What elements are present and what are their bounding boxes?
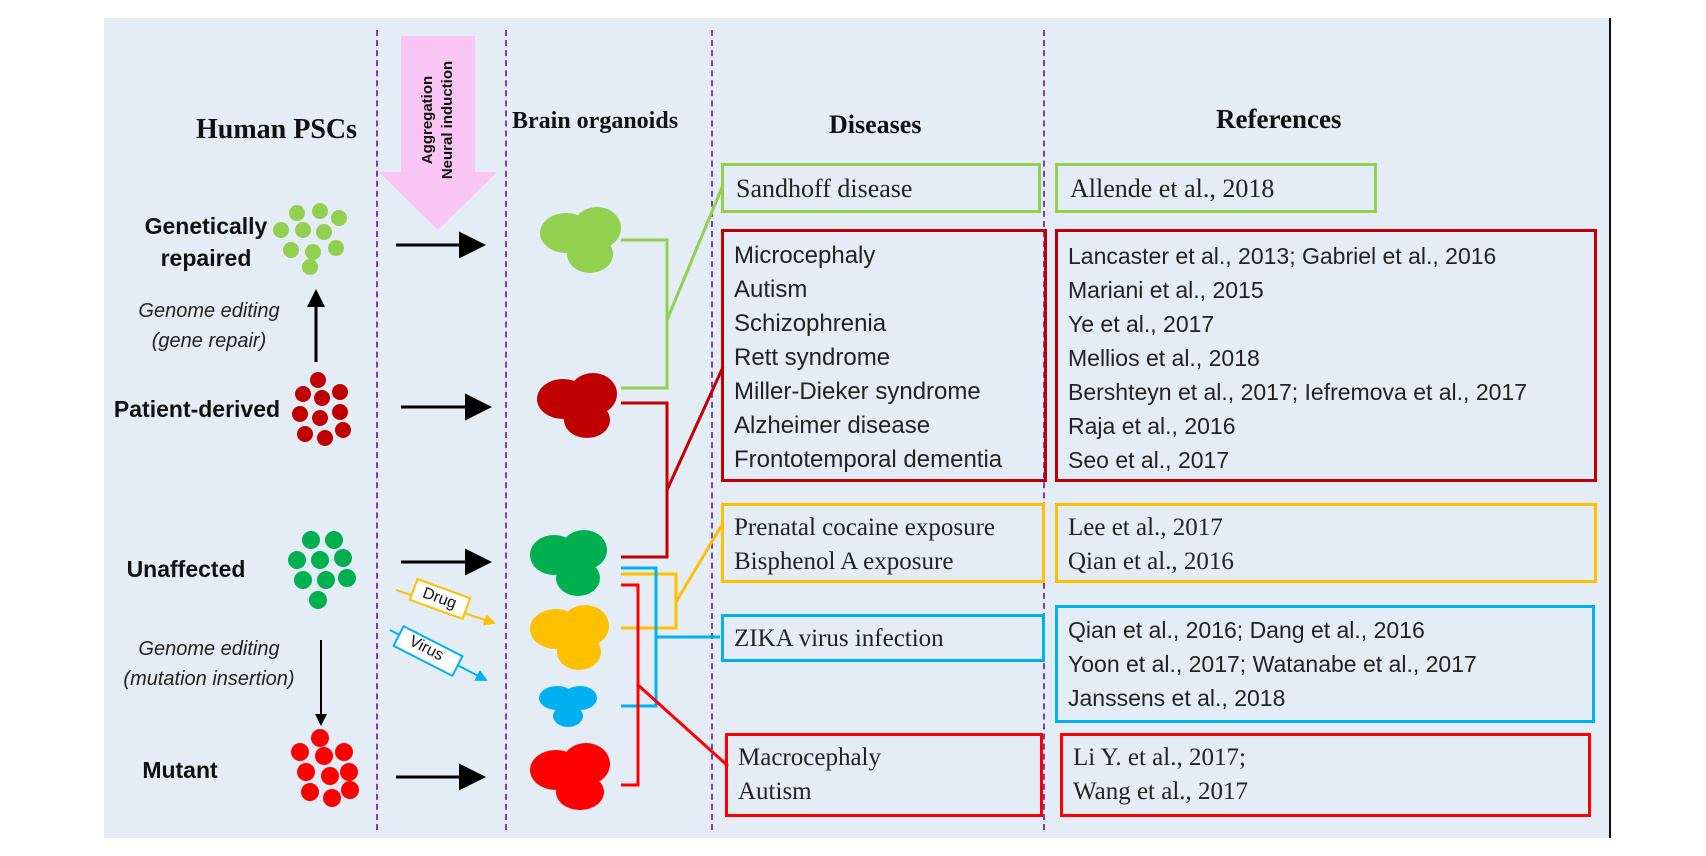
header-diseases: Diseases (829, 110, 922, 139)
reference-item: Wang et al., 2017 (1073, 778, 1249, 805)
cell-cluster-genetically-repaired (273, 203, 347, 275)
header-references: References (1216, 104, 1342, 134)
disease-item: Frontotemporal dementia (734, 446, 1003, 473)
reference-item: Mellios et al., 2018 (1068, 345, 1260, 371)
connector-dark-red (621, 366, 725, 559)
disease-item: Microcephaly (734, 242, 876, 269)
process-line-1: Aggregation (419, 75, 436, 165)
reference-item: Bershteyn et al., 2017; Iefremova et al.… (1068, 379, 1528, 405)
disease-item: Autism (738, 778, 812, 805)
row-label-genetically-repaired: Genetically repaired (144, 213, 268, 271)
disease-box-patient: Microcephaly Autism Schizophrenia Rett s… (721, 229, 1047, 482)
disease-box-mutant: Macrocephaly Autism (725, 733, 1043, 817)
disease-item: Schizophrenia (734, 310, 887, 337)
disease-item: Sandhoff disease (736, 174, 913, 203)
connector-yellow (621, 522, 725, 630)
label-gene-repair: Genome editing (gene repair) (138, 300, 280, 352)
connector-red (621, 583, 730, 787)
organoid-light-green (540, 207, 621, 273)
disease-item: ZIKA virus infection (734, 625, 944, 652)
disease-item: Alzheimer disease (734, 412, 931, 439)
cell-cluster-unaffected (288, 531, 356, 609)
organoid-blue (539, 686, 597, 727)
reference-item: Mariani et al., 2015 (1068, 277, 1264, 303)
connector-blue (621, 566, 720, 708)
disease-item: Autism (734, 276, 808, 303)
organoid-dark-red (537, 373, 617, 438)
connector-light-green (621, 184, 725, 390)
organoid-green (530, 530, 607, 596)
reference-box-exposure: Lee et al., 2017 Qian et al., 2016 (1055, 503, 1597, 583)
cell-cluster-mutant (291, 729, 359, 807)
disease-item: Prenatal cocaine exposure (734, 514, 995, 541)
disease-item: Miller-Dieker syndrome (734, 378, 981, 405)
header-human-pscs: Human PSCs (196, 114, 358, 145)
right-edge-line (1609, 18, 1611, 838)
reference-item: Raja et al., 2016 (1068, 413, 1236, 439)
reference-item: Yoon et al., 2017; Watanabe et al., 2017 (1068, 651, 1477, 677)
row-label-mutant: Mutant (142, 757, 218, 783)
row-label-unaffected: Unaffected (126, 556, 246, 582)
disease-item: Rett syndrome (734, 344, 891, 371)
organoid-yellow (530, 605, 609, 670)
process-arrow-label: Aggregation Neural induction (418, 40, 458, 200)
disease-box-exposure: Prenatal cocaine exposure Bisphenol A ex… (721, 503, 1045, 583)
reference-item: Ye et al., 2017 (1068, 311, 1215, 337)
drug-tag (408, 577, 472, 621)
reference-item: Qian et al., 2016; Dang et al., 2016 (1068, 617, 1425, 643)
virus-tag (392, 624, 464, 678)
reference-item: Allende et al., 2018 (1070, 174, 1275, 203)
disease-item: Macrocephaly (738, 744, 881, 771)
column-divider (376, 30, 378, 830)
reference-item: Qian et al., 2016 (1068, 548, 1234, 575)
reference-box-zika: Qian et al., 2016; Dang et al., 2016 Yoo… (1055, 605, 1595, 723)
column-divider (505, 30, 507, 830)
reference-box-patient: Lancaster et al., 2013; Gabriel et al., … (1055, 229, 1597, 482)
label-mutation-insertion: Genome editing (mutation insertion) (123, 638, 295, 690)
reference-item: Janssens et al., 2018 (1068, 685, 1286, 711)
process-arrow (379, 36, 497, 230)
process-line-2: Neural induction (439, 60, 456, 180)
disease-item: Bisphenol A exposure (734, 548, 954, 575)
diagram-background (104, 18, 1609, 838)
reference-item: Li Y. et al., 2017; (1073, 744, 1246, 771)
reference-box-mutant: Li Y. et al., 2017; Wang et al., 2017 (1060, 733, 1591, 817)
column-divider (711, 30, 713, 830)
organoid-red (530, 743, 610, 810)
reference-item: Lancaster et al., 2013; Gabriel et al., … (1068, 243, 1497, 269)
disease-box-zika: ZIKA virus infection (721, 614, 1045, 662)
reference-item: Seo et al., 2017 (1068, 447, 1230, 473)
reference-box-sandhoff: Allende et al., 2018 (1055, 163, 1377, 213)
reference-item: Lee et al., 2017 (1068, 514, 1223, 541)
header-brain-organoids: Brain organoids (512, 108, 679, 134)
disease-box-sandhoff: Sandhoff disease (721, 163, 1041, 213)
row-label-patient-derived: Patient-derived (113, 396, 281, 422)
cell-cluster-patient-derived (292, 372, 351, 446)
